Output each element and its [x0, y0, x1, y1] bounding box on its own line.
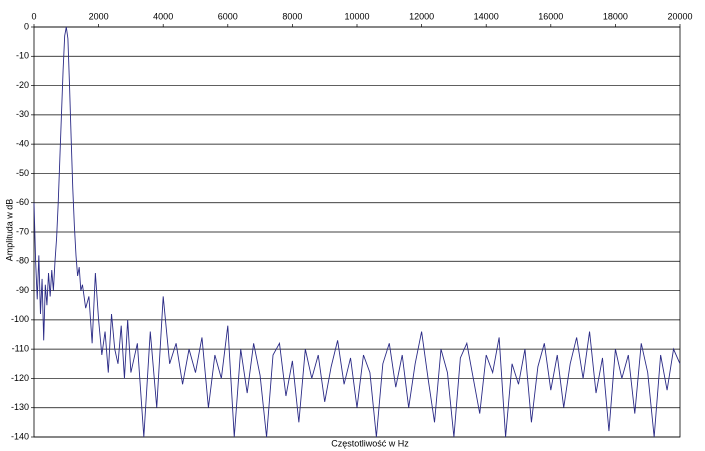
- x-axis-title: Częstotliwość w Hz: [331, 438, 409, 448]
- y-tick-label: -10: [16, 51, 29, 61]
- x-tick-label: 18000: [603, 11, 628, 21]
- y-tick-label: -30: [16, 109, 29, 119]
- y-tick-label: -50: [16, 168, 29, 178]
- y-tick-label: -80: [16, 256, 29, 266]
- x-tick-label: 0: [31, 11, 36, 21]
- x-tick-label: 10000: [344, 11, 369, 21]
- y-tick-label: 0: [24, 21, 29, 31]
- x-tick-label: 6000: [218, 11, 238, 21]
- y-axis-title: Amplituda w dB: [4, 199, 14, 262]
- y-tick-label: -120: [11, 373, 29, 383]
- y-tick-label: -110: [12, 344, 29, 354]
- x-tick-label: 2000: [89, 11, 109, 21]
- y-tick-label: -60: [16, 197, 29, 207]
- x-tick-label: 20000: [667, 11, 692, 21]
- y-tick-label: -100: [11, 314, 29, 324]
- y-tick-label: -90: [16, 285, 29, 295]
- y-tick-label: -130: [11, 402, 29, 412]
- x-tick-label: 14000: [474, 11, 499, 21]
- x-tick-label: 8000: [282, 11, 302, 21]
- spectrum-line: [33, 26, 681, 438]
- y-tick-label: -70: [16, 226, 29, 236]
- y-tick-label: -40: [16, 139, 29, 149]
- x-tick-label: 16000: [538, 11, 563, 21]
- x-tick-label: 4000: [153, 11, 173, 21]
- y-tick-label: -140: [11, 431, 29, 441]
- plot-border: [33, 26, 681, 438]
- x-tick-label: 12000: [409, 11, 434, 21]
- y-tick-label: -20: [16, 80, 29, 90]
